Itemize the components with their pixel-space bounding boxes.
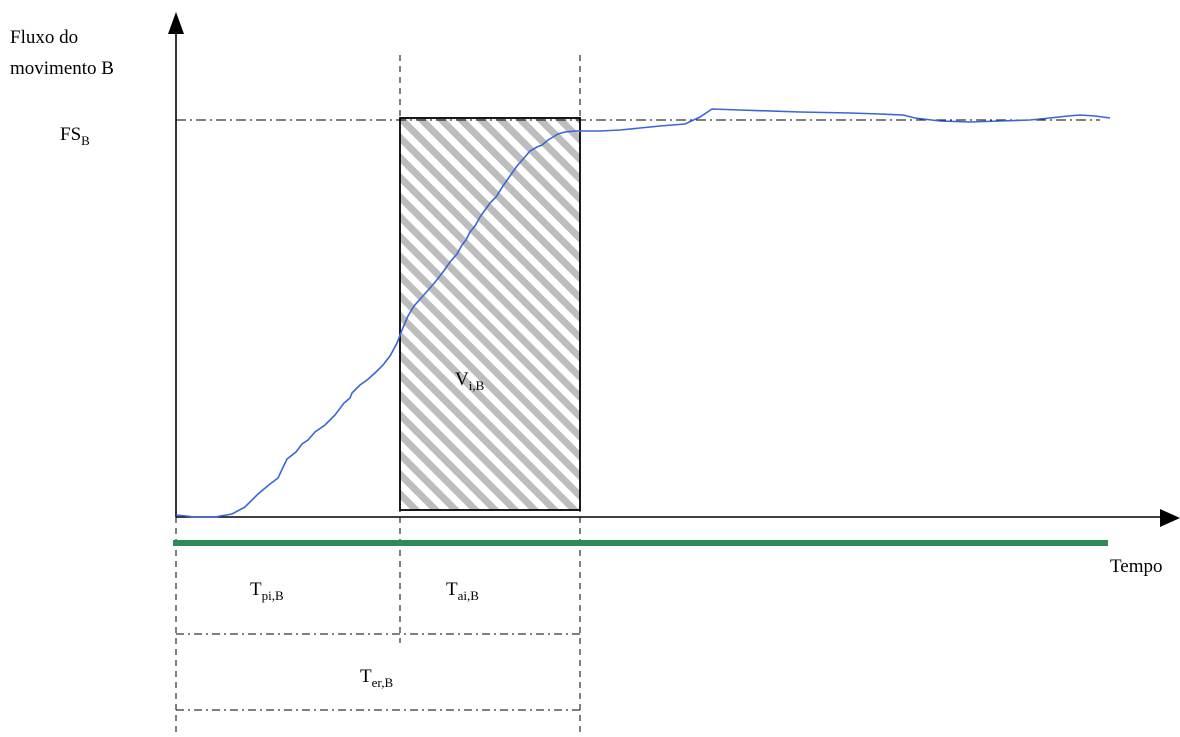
- fs-label-main: FS: [60, 124, 81, 145]
- y-axis-arrow: [168, 12, 184, 34]
- x-axis-label: Tempo: [1110, 556, 1163, 577]
- flow-curve: [175, 108, 1111, 518]
- fs-label-sub: B: [81, 133, 90, 148]
- ter-label-main: T: [360, 666, 372, 687]
- ter-label-sub: er,B: [372, 675, 394, 690]
- tai-label-main: T: [446, 579, 458, 600]
- x-axis-arrow: [1160, 509, 1180, 527]
- tai-label-sub: ai,B: [458, 588, 480, 603]
- volume-label-sub: i,B: [469, 378, 485, 393]
- y-axis-label-line1: Fluxo do: [10, 27, 78, 48]
- volume-label-main: V: [455, 369, 469, 390]
- ter-label: Ter,B: [360, 666, 393, 690]
- tpi-label: Tpi,B: [250, 579, 284, 603]
- shaded-area-v: [399, 117, 581, 511]
- y-axis-label-line2: movimento B: [10, 58, 114, 79]
- volume-label: Vi,B: [455, 369, 485, 393]
- tpi-label-main: T: [250, 579, 262, 600]
- tai-label: Tai,B: [446, 579, 479, 603]
- tpi-label-sub: pi,B: [262, 588, 284, 603]
- fs-label: FSB: [60, 124, 90, 148]
